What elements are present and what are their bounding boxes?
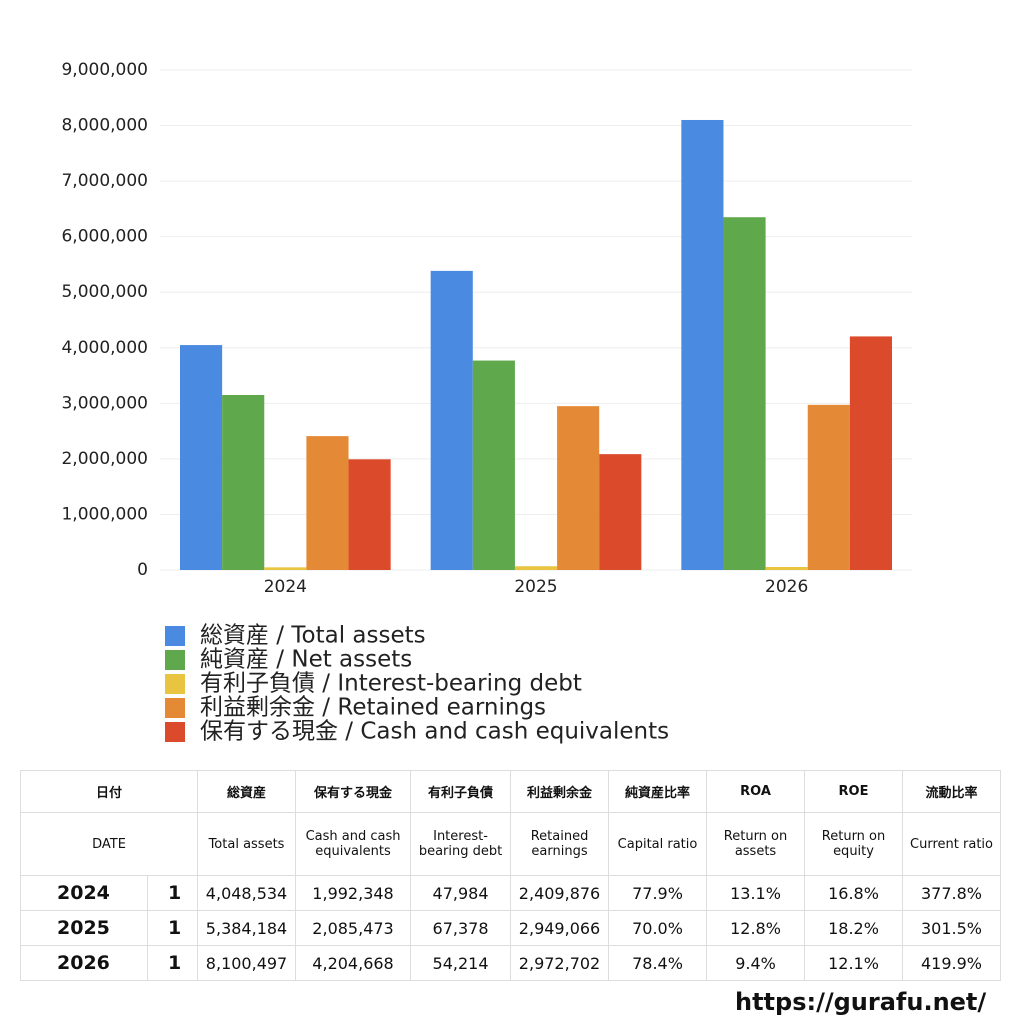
y-tick-label: 4,000,000 [61,338,148,358]
x-tick-label: 2024 [264,577,307,597]
bar [430,270,473,570]
chart: 0 1,000,000 2,000,000 3,000,000 4,000,000 5,0… [61,60,912,745]
table-cell: 47,984 [410,875,512,911]
legend-label: 有利子負債 / Interest-bearing debt [200,671,582,697]
table-cell: 419.9% [902,945,1002,981]
header-row: 日付 総資産 保有する現金 有利子負債 利益剰余金 純資産比率 ROA ROE 流動比率 [19,770,1002,813]
table-cell: Capital ratio [608,812,708,876]
bar [599,454,642,570]
y-tick-label: 8,000,000 [61,116,148,136]
bar [222,395,265,570]
y-tick-label: 6,000,000 [61,227,148,247]
table-cell: 16.8% [804,875,904,911]
legend-label: 利益剰余金 / Retained earnings [200,695,546,721]
legend-swatch [165,674,185,694]
table-cell: 4,204,668 [295,945,412,981]
table-cell: 流動比率 [902,770,1002,813]
header-row: DATE Total assets Cash and cash equivalent… [19,812,1002,876]
table-cell: 総資産 [197,770,297,813]
table-cell: 77.9% [608,875,708,911]
y-tick-label: 5,000,000 [61,282,148,302]
table-cell: DATE [19,812,199,876]
table-cell: ROE [804,770,904,813]
table-cell: 2024 [20,875,148,911]
table-cell: ROA [706,770,806,813]
bar [264,567,307,570]
table-cell: 1,992,348 [295,875,412,911]
table-cell: 2,085,473 [295,910,412,946]
table-cell: 2,949,066 [510,910,610,946]
data-row: 2025 1 5,384,184 2,085,473 67,378 2,949,066 70… [20,910,1002,946]
x-tick-label: 2026 [765,577,808,597]
table-cell: 8,100,497 [197,945,297,981]
table-cell: 5,384,184 [197,910,297,946]
table-cell: 2025 [20,910,148,946]
table-cell: 301.5% [902,910,1002,946]
legend-swatch [165,650,185,670]
table-cell: Return on assets [706,812,806,876]
table-cell: 377.8% [902,875,1002,911]
footer-url: https://gurafu.net/ [735,988,987,1016]
legend-label: 保有する現金 / Cash and cash equivalents [200,719,669,745]
table-cell: 54,214 [410,945,512,981]
table-cell: 12.8% [706,910,806,946]
x-tick-label: 2025 [514,577,557,597]
table-cell: 保有する現金 [295,770,412,813]
table-cell: 2,409,876 [510,875,610,911]
bar [723,217,766,570]
legend-label: 純資産 / Net assets [200,647,412,673]
legend-swatch [165,698,185,718]
table-cell: 2,972,702 [510,945,610,981]
table-cell: 1 [146,875,199,911]
table-cell: 純資産比率 [608,770,708,813]
y-tick-label: 1,000,000 [61,504,148,524]
bar [348,459,391,570]
table-cell: 18.2% [804,910,904,946]
table-cell: 12.1% [804,945,904,981]
y-tick-label: 7,000,000 [61,171,148,191]
table-cell: 78.4% [608,945,708,981]
table-cell: Total assets [197,812,297,876]
y-tick-label: 3,000,000 [61,393,148,413]
legend-swatch [165,722,185,742]
table-cell: Current ratio [902,812,1002,876]
table-cell: 日付 [19,770,199,813]
bar [849,336,892,570]
table-cell: 67,378 [410,910,512,946]
legend-swatch [165,626,185,646]
y-tick-label: 9,000,000 [61,60,148,80]
legend-label: 総資産 / Total assets [200,623,426,649]
table-cell: Retained earnings [510,812,610,876]
y-tick-label: 2,000,000 [61,449,148,469]
table-cell: 9.4% [706,945,806,981]
table-cell: 70.0% [608,910,708,946]
data-row: 2024 1 4,048,534 1,992,348 47,984 2,409,876 77… [20,875,1002,911]
table-cell: 4,048,534 [197,875,297,911]
bar [306,436,349,570]
table-cell: Cash and cash equivalents [295,812,412,876]
bar [557,406,600,570]
table-cell: Interest-bearing debt [410,812,512,876]
bar [472,360,515,570]
bar [514,566,558,570]
table-cell: 有利子負債 [410,770,512,813]
table-cell: 1 [146,945,199,981]
bar [807,404,850,570]
data-row: 2026 1 8,100,497 4,204,668 54,214 2,972,702 78… [20,945,1002,981]
table-cell: 1 [146,910,199,946]
data-table: 日付 総資産 保有する現金 有利子負債 利益剰余金 純資産比率 ROA ROE 流動比率 DATE… [19,770,1002,981]
table-cell: 利益剰余金 [510,770,610,813]
table-cell: 13.1% [706,875,806,911]
bar [180,345,223,570]
y-tick-label: 0 [137,560,148,580]
table-cell: Return on equity [804,812,904,876]
bar [681,119,724,571]
table-cell: 2026 [20,945,148,981]
bar [765,566,808,570]
